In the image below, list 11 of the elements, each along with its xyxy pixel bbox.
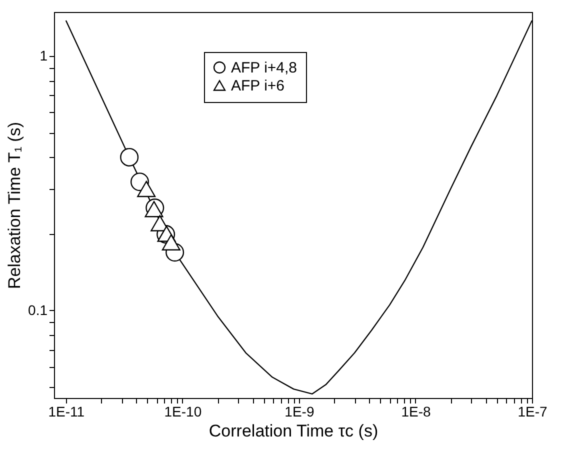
y-tick-label: 1: [40, 48, 48, 64]
y-tick-label: 0.1: [28, 302, 48, 318]
x-tick-label: 1E-10: [164, 404, 202, 420]
y-axis-title: Relaxation Time T₁ (s): [5, 122, 24, 289]
x-axis-title: Correlation Time τc (s): [208, 422, 378, 440]
x-tick-label: 1E-11: [48, 404, 85, 420]
x-tick-label: 1E-7: [518, 404, 548, 420]
legend-label: AFP i+6: [231, 78, 285, 94]
x-tick-label: 1E-8: [401, 404, 431, 420]
legend-label: AFP i+4,8: [231, 60, 298, 76]
x-tick-label: 1E-9: [284, 404, 314, 420]
